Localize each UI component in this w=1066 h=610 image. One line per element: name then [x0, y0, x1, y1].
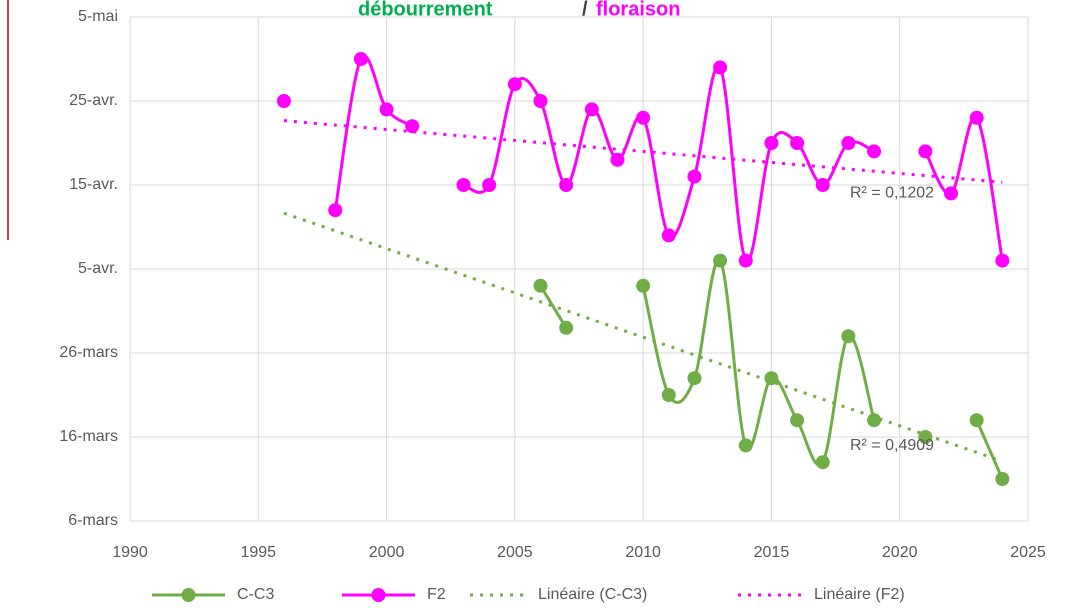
x-tick-label: 2015: [754, 544, 790, 561]
data-point: [738, 438, 753, 453]
data-point: [944, 186, 959, 201]
x-tick-label: 2020: [882, 544, 918, 561]
chart-title: /: [582, 0, 588, 20]
y-tick-label: 15-avr.: [69, 176, 118, 193]
data-point: [533, 278, 548, 293]
data-point: [918, 144, 933, 159]
data-point: [405, 119, 420, 134]
legend-marker: [181, 588, 196, 602]
data-point: [661, 228, 676, 243]
chart-title: floraison: [596, 0, 680, 20]
data-point: [559, 178, 574, 192]
legend-label: F2: [427, 586, 446, 603]
data-point: [636, 278, 651, 293]
legend-label: Linéaire (F2): [814, 586, 905, 603]
x-tick-label: 2025: [1010, 544, 1046, 561]
series-line: [924, 115, 1004, 261]
data-point: [764, 136, 779, 150]
data-point: [969, 413, 984, 428]
data-point: [790, 136, 805, 150]
y-tick-label: 26-mars: [59, 344, 118, 361]
legend-label: C-C3: [237, 586, 274, 603]
data-point: [790, 413, 805, 428]
data-point: [353, 52, 368, 66]
y-tick-label: 25-avr.: [69, 92, 118, 109]
x-tick-label: 1990: [112, 544, 148, 561]
x-tick-label: 2005: [497, 544, 533, 561]
data-point: [533, 94, 548, 108]
data-point: [713, 60, 728, 75]
chart-title: débourrement: [358, 0, 493, 20]
data-point: [328, 203, 343, 218]
data-point: [482, 178, 497, 192]
data-point: [276, 94, 291, 108]
data-point: [687, 371, 702, 386]
y-tick-label: 16-mars: [59, 428, 118, 445]
y-tick-label: 6-mars: [68, 512, 118, 529]
data-point: [713, 253, 728, 268]
trendline: [283, 119, 1003, 184]
legend-marker: [371, 588, 386, 602]
series-line: [641, 258, 876, 467]
data-point: [610, 152, 625, 167]
x-tick-label: 1995: [240, 544, 276, 561]
r2-label: R² = 0,4909: [850, 437, 934, 454]
data-point: [687, 169, 702, 184]
data-point: [815, 455, 830, 470]
data-point: [995, 472, 1010, 486]
series-line: [539, 285, 568, 329]
series-line: [333, 54, 414, 211]
trendline: [283, 211, 1003, 463]
data-point: [584, 102, 599, 117]
data-point: [969, 110, 984, 125]
r2-label: R² = 0,1202: [850, 185, 934, 202]
data-point: [379, 102, 394, 117]
x-tick-label: 2010: [625, 544, 661, 561]
data-point: [841, 329, 856, 344]
data-point: [867, 144, 882, 159]
data-point: [841, 136, 856, 150]
data-point: [636, 110, 651, 125]
data-point: [661, 388, 676, 402]
data-point: [507, 77, 522, 92]
data-point: [456, 178, 471, 192]
series-line: [975, 419, 1004, 480]
y-tick-label: 5-avr.: [78, 260, 118, 277]
data-point: [738, 253, 753, 268]
x-tick-label: 2000: [369, 544, 405, 561]
data-point: [995, 253, 1010, 268]
data-point: [815, 178, 830, 192]
data-point: [559, 320, 574, 335]
data-point: [918, 430, 933, 444]
legend-label: Linéaire (C-C3): [538, 586, 647, 603]
y-tick-label: 5-mai: [78, 8, 118, 25]
